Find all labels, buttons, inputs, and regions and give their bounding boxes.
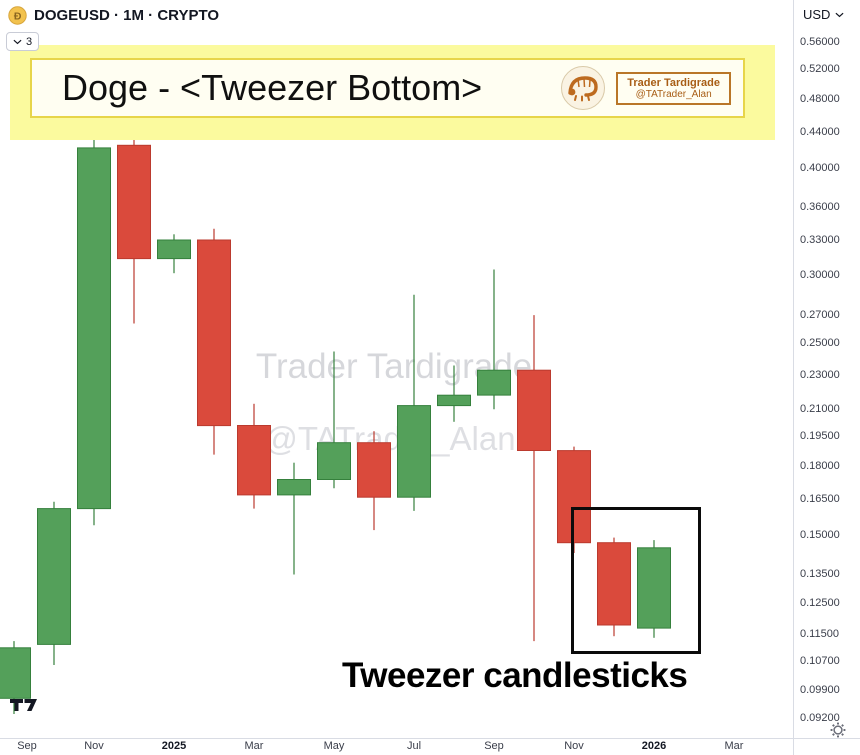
candle-body bbox=[77, 147, 111, 510]
time-tick-label: Sep bbox=[484, 740, 504, 752]
price-axis-border bbox=[793, 0, 794, 755]
price-tick-label: 0.30000 bbox=[800, 269, 840, 282]
symbol-info[interactable]: Ð DOGEUSD · 1M · CRYPTO bbox=[8, 5, 219, 25]
time-tick-label: 2025 bbox=[161, 740, 187, 752]
title-banner[interactable]: Doge - <Tweezer Bottom> Trader Tardigrad… bbox=[10, 45, 775, 140]
currency-toggle-button[interactable]: USD bbox=[797, 6, 850, 23]
banner-credit-box: Trader Tardigrade @TATrader_Alan bbox=[616, 71, 731, 105]
candle-body bbox=[597, 542, 631, 626]
candle-body bbox=[637, 547, 671, 629]
candle-body bbox=[477, 369, 511, 396]
price-axis[interactable]: 0.56000 0.52000 0.48000 0.44000 0.40000 0.360… bbox=[794, 0, 860, 755]
candle-body bbox=[437, 394, 471, 407]
candle-body bbox=[317, 442, 351, 481]
legend-object-count: 3 bbox=[26, 35, 33, 48]
time-tick-label: Jul bbox=[406, 740, 422, 752]
price-tick-label: 0.10700 bbox=[800, 655, 840, 667]
settings-gear-icon[interactable] bbox=[830, 722, 846, 743]
time-tick-label: Nov bbox=[84, 740, 104, 752]
time-tick-label: Sep bbox=[17, 740, 37, 752]
price-tick-label: 0.48000 bbox=[800, 93, 840, 106]
currency-label: USD bbox=[803, 7, 831, 22]
candle-body bbox=[197, 239, 231, 427]
candle-body bbox=[557, 450, 591, 544]
candle-body bbox=[157, 239, 191, 260]
tweezer-highlight-box[interactable] bbox=[571, 507, 701, 654]
title-banner-inner: Doge - <Tweezer Bottom> Trader Tardigrad… bbox=[30, 58, 745, 118]
tweezer-annotation-label[interactable]: Tweezer candlesticks bbox=[342, 656, 688, 695]
chevron-down-icon bbox=[13, 39, 22, 45]
price-tick-label: 0.52000 bbox=[800, 63, 840, 76]
price-tick-label: 0.09200 bbox=[800, 711, 840, 724]
candlestick-chart[interactable] bbox=[0, 0, 793, 738]
time-axis-border bbox=[0, 738, 860, 739]
tardigrade-logo-icon bbox=[560, 65, 606, 111]
banner-title-text: Doge - <Tweezer Bottom> bbox=[62, 67, 483, 108]
candle-body bbox=[517, 369, 551, 452]
candle-body bbox=[357, 442, 391, 498]
candle-body bbox=[37, 508, 71, 645]
price-tick-label: 0.09900 bbox=[800, 684, 840, 697]
price-tick-label: 0.36000 bbox=[800, 200, 840, 213]
time-axis[interactable]: Sep Nov 2025 Mar May Jul Sep Nov 2026 Mar bbox=[0, 739, 793, 755]
svg-text:Ð: Ð bbox=[14, 10, 22, 22]
price-tick-label: 0.25000 bbox=[800, 337, 840, 350]
time-tick-label: Mar bbox=[244, 740, 264, 752]
candle-body bbox=[237, 425, 271, 496]
time-tick-label: Nov bbox=[564, 740, 584, 752]
symbol-title: DOGEUSD · 1M · CRYPTO bbox=[34, 6, 220, 24]
price-tick-label: 0.12500 bbox=[800, 596, 840, 609]
candle-body bbox=[277, 479, 311, 496]
banner-credit-name: Trader Tardigrade bbox=[627, 76, 720, 89]
legend-collapse-badge[interactable]: 3 bbox=[6, 32, 40, 51]
candle-body bbox=[0, 647, 31, 699]
time-tick-label: 2026 bbox=[641, 740, 667, 752]
price-tick-label: 0.21000 bbox=[800, 402, 840, 415]
price-tick-label: 0.19500 bbox=[800, 430, 840, 443]
banner-credit-handle: @TATrader_Alan bbox=[635, 88, 712, 100]
time-tick-label: Mar bbox=[724, 740, 744, 752]
price-tick-label: 0.13500 bbox=[800, 568, 840, 580]
price-tick-label: 0.44000 bbox=[800, 125, 840, 138]
price-tick-label: 0.15000 bbox=[800, 528, 840, 541]
price-tick-label: 0.27000 bbox=[800, 308, 840, 321]
price-tick-label: 0.56000 bbox=[800, 35, 840, 48]
dogecoin-icon: Ð bbox=[8, 5, 27, 25]
price-tick-label: 0.18000 bbox=[800, 460, 840, 473]
price-tick-label: 0.16500 bbox=[800, 492, 840, 505]
candle-body bbox=[397, 405, 431, 498]
price-tick-label: 0.40000 bbox=[800, 161, 840, 174]
chevron-down-icon bbox=[835, 12, 844, 18]
price-tick-label: 0.23000 bbox=[800, 368, 840, 381]
price-tick-label: 0.11500 bbox=[800, 628, 839, 640]
tradingview-logo[interactable] bbox=[10, 698, 38, 717]
price-tick-label: 0.33000 bbox=[800, 233, 840, 246]
time-tick-label: May bbox=[323, 740, 345, 752]
candle-body bbox=[117, 144, 151, 260]
